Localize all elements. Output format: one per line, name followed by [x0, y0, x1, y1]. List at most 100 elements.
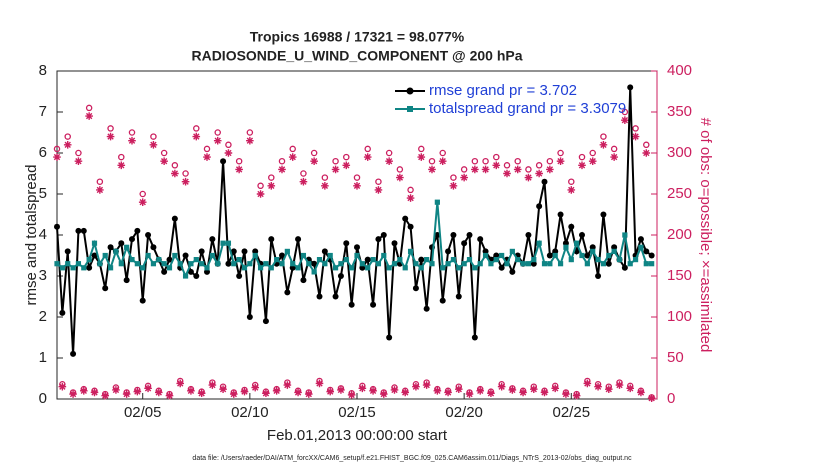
series-marker	[509, 268, 516, 275]
chart-subtitle: RADIOSONDE_U_WIND_COMPONENT @ 200 hPa	[191, 48, 522, 64]
obs-possible-marker	[310, 149, 318, 157]
obs-assimilated-marker	[503, 169, 511, 178]
obs-possible-marker	[632, 125, 639, 132]
series-marker	[648, 252, 655, 259]
obs-assimilated-marker	[422, 381, 431, 389]
series-marker	[247, 261, 253, 267]
obs-assimilated-marker	[637, 388, 645, 397]
series-marker	[64, 248, 71, 255]
series-marker	[129, 236, 135, 243]
obs-assimilated-marker	[117, 161, 126, 170]
series-marker	[536, 203, 543, 210]
series-marker	[322, 261, 328, 267]
series-marker	[230, 248, 237, 255]
x-tick-label: 02/10	[231, 404, 269, 421]
obs-assimilated-marker	[315, 379, 324, 388]
series-marker	[520, 261, 526, 267]
series-marker	[349, 265, 355, 271]
obs-possible-marker	[600, 133, 607, 140]
obs-assimilated-marker	[487, 389, 495, 398]
x-tick-label: 02/15	[338, 404, 376, 421]
series-marker	[616, 257, 623, 263]
obs-assimilated-marker	[492, 161, 501, 170]
y-tick-label: 7	[39, 103, 47, 120]
series-marker	[182, 252, 189, 259]
obs-assimilated-marker	[572, 391, 581, 400]
obs-assimilated-marker	[604, 385, 613, 393]
obs-possible-marker	[460, 166, 468, 173]
obs-assimilated-marker	[438, 157, 447, 165]
obs-assimilated-marker	[219, 385, 227, 393]
series-marker	[499, 252, 505, 259]
y2-tick-label: 0	[667, 390, 675, 407]
series-marker	[579, 232, 585, 238]
series-marker	[418, 265, 424, 271]
x-tick-label: 02/05	[124, 404, 162, 421]
series-marker	[391, 261, 398, 267]
footnote: data file: /Users/raeder/DAI/ATM_forcXX/…	[192, 455, 632, 462]
series-marker	[187, 268, 194, 275]
obs-possible-marker	[214, 129, 221, 136]
series-marker	[439, 297, 446, 304]
obs-possible-marker	[557, 149, 564, 157]
obs-possible-marker	[96, 178, 104, 185]
series-marker	[354, 252, 360, 259]
series-marker	[300, 277, 307, 284]
obs-assimilated-marker	[519, 388, 527, 397]
obs-assimilated-marker	[578, 161, 586, 170]
obs-assimilated-marker	[379, 390, 388, 398]
series-marker	[80, 227, 87, 234]
series-marker	[504, 261, 510, 267]
obs-assimilated-marker	[224, 149, 233, 157]
series-marker	[386, 334, 393, 341]
obs-possible-marker	[353, 174, 361, 181]
series-marker	[536, 240, 542, 246]
series-marker	[600, 211, 607, 218]
series-marker	[337, 273, 344, 279]
obs-assimilated-marker	[369, 387, 377, 395]
obs-assimilated-marker	[556, 157, 565, 165]
obs-assimilated-marker	[353, 182, 361, 190]
obs-possible-marker	[300, 170, 307, 177]
obs-assimilated-marker	[304, 390, 313, 398]
series-marker	[477, 261, 483, 267]
series-marker	[434, 232, 441, 238]
series-marker	[284, 289, 291, 296]
obs-assimilated-marker	[401, 388, 410, 397]
obs-possible-marker	[439, 149, 446, 157]
series-marker	[471, 334, 478, 341]
series-marker	[204, 265, 210, 271]
obs-assimilated-marker	[79, 387, 88, 395]
series-marker	[450, 257, 457, 263]
series-marker	[611, 248, 617, 254]
obs-assimilated-marker	[251, 383, 260, 392]
obs-assimilated-marker	[58, 382, 67, 391]
obs-possible-marker	[268, 174, 275, 181]
series-marker	[257, 265, 264, 271]
series-marker	[123, 277, 130, 284]
obs-possible-marker	[589, 149, 596, 157]
obs-assimilated-marker	[101, 391, 110, 400]
obs-assimilated-marker	[144, 384, 152, 393]
series-marker	[332, 293, 339, 300]
obs-assimilated-marker	[631, 132, 640, 141]
series-marker	[274, 257, 280, 263]
series-marker	[461, 261, 467, 267]
series-marker	[241, 265, 248, 271]
obs-possible-marker	[621, 108, 629, 116]
series-marker	[86, 257, 92, 263]
obs-assimilated-marker	[122, 390, 131, 398]
obs-assimilated-marker	[262, 389, 270, 398]
series-marker	[354, 244, 360, 251]
series-marker	[209, 252, 215, 259]
series-marker	[156, 257, 162, 263]
series-marker	[182, 273, 189, 279]
series-marker	[236, 257, 242, 263]
obs-assimilated-marker	[363, 153, 372, 161]
obs-possible-marker	[118, 153, 125, 161]
series-marker	[375, 236, 382, 243]
series-marker	[375, 261, 382, 267]
series-marker	[75, 227, 82, 234]
series-marker	[215, 261, 221, 267]
